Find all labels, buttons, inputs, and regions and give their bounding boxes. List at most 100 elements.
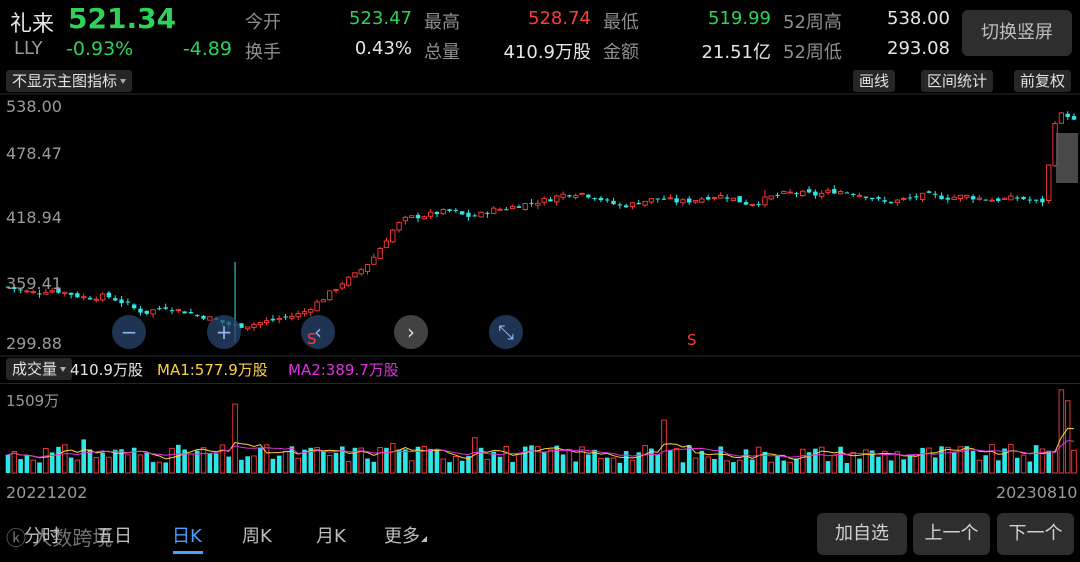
volume-bar	[617, 462, 623, 473]
candle-body	[87, 297, 93, 300]
candle-body	[737, 196, 742, 203]
candle-body	[333, 289, 339, 292]
volume-bar	[188, 453, 194, 474]
volume-bar	[421, 446, 428, 474]
stat-value: 0.43%	[354, 38, 412, 59]
candle-body	[295, 313, 301, 318]
volume-bar	[466, 455, 471, 473]
candle-body	[592, 198, 597, 200]
volume-bar	[119, 449, 124, 473]
candle-body	[560, 193, 566, 198]
candle-body	[472, 215, 477, 217]
volume-indicator-selector[interactable]: 成交量	[6, 358, 73, 380]
volume-bar	[239, 459, 244, 473]
volume-bar	[68, 457, 74, 473]
range-stats-button[interactable]: 区间统计	[921, 70, 994, 92]
volume-bar	[743, 449, 749, 473]
candle-body	[371, 256, 377, 265]
candle-body	[548, 199, 553, 202]
volume-bar	[920, 447, 925, 473]
scroll-left-icon[interactable]: ‹	[301, 315, 335, 349]
candle-body	[106, 292, 112, 298]
candle-body	[289, 315, 295, 319]
candlestick-chart[interactable]	[0, 92, 1080, 358]
volume-bar	[447, 462, 452, 473]
candle-body	[945, 197, 951, 200]
fit-icon[interactable]: ⤡	[489, 315, 523, 349]
zoom-out-icon[interactable]: −	[112, 315, 146, 349]
main-indicator-selector[interactable]: 不显示主图指标	[6, 70, 133, 92]
volume-bar	[100, 452, 105, 473]
tab-monthly-k[interactable]: 月K	[316, 522, 346, 548]
volume-bar	[1008, 444, 1014, 474]
candle-body	[427, 211, 434, 217]
volume-bar	[516, 453, 522, 474]
price-tick-label: 299.88	[6, 334, 62, 353]
previous-stock-button[interactable]: 上一个	[913, 513, 990, 555]
tab-intraday[interactable]: 分时	[24, 522, 60, 548]
volume-bar	[573, 461, 578, 473]
volume-bar	[724, 460, 730, 474]
candle-body	[245, 326, 251, 330]
candle-body	[964, 194, 970, 198]
tab-weekly-k[interactable]: 周K	[242, 522, 272, 548]
volume-ma2-line	[7, 440, 1075, 458]
tab-five-day[interactable]: 五日	[96, 522, 132, 548]
volume-bar	[705, 456, 711, 474]
draw-line-button[interactable]: 画线	[853, 70, 896, 92]
scroll-right-icon[interactable]: ›	[394, 315, 428, 349]
candle-body	[762, 196, 768, 206]
volume-bar	[806, 452, 812, 473]
volume-chart[interactable]	[0, 383, 1080, 475]
volume-bar	[156, 461, 163, 474]
candle-body	[1008, 195, 1014, 201]
candle-body	[49, 290, 55, 293]
stat-value: 523.47	[349, 8, 412, 29]
candle-body	[806, 189, 812, 193]
candle-body	[869, 197, 875, 200]
volume-bar	[377, 447, 383, 474]
candle-body	[68, 292, 74, 295]
volume-bar	[352, 447, 358, 473]
candle-body	[1058, 112, 1065, 124]
candle-body	[1046, 164, 1052, 202]
candle-body	[377, 248, 383, 259]
candle-body	[579, 192, 585, 195]
watermark: ⓚ 人数跨境	[6, 522, 112, 551]
add-watchlist-button[interactable]: 加自选	[817, 513, 907, 555]
tab-daily-k[interactable]: 日K	[172, 522, 202, 548]
candle-body	[1040, 198, 1045, 203]
switch-portrait-button[interactable]: 切换竖屏	[962, 10, 1072, 56]
chevron-down-icon	[120, 79, 127, 84]
candle-body	[485, 212, 490, 214]
candle-body	[573, 195, 579, 198]
start-date: 20221202	[6, 483, 88, 502]
volume-bar	[541, 451, 547, 473]
volume-bar	[321, 450, 326, 473]
candle-body	[699, 198, 705, 203]
candle-body	[125, 301, 131, 303]
next-stock-button[interactable]: 下一个	[997, 513, 1074, 555]
candle-body	[749, 203, 755, 206]
volume-bar	[775, 455, 780, 473]
price-adjust-button[interactable]: 前复权	[1014, 70, 1072, 92]
volume-bar	[403, 449, 408, 473]
candle-body	[188, 312, 194, 314]
volume-bar	[566, 448, 573, 474]
volume-bar	[1033, 445, 1039, 473]
tab-more[interactable]: 更多	[384, 522, 427, 548]
candle-body	[529, 202, 534, 204]
chart-scroll-thumb[interactable]	[1056, 133, 1078, 183]
candle-body	[30, 291, 36, 294]
candle-body	[144, 310, 149, 314]
candle-body	[951, 196, 957, 200]
zoom-in-icon[interactable]: +	[207, 315, 241, 349]
volume-bar	[37, 462, 42, 473]
volume-bar	[263, 444, 270, 474]
volume-bar	[1071, 449, 1077, 474]
volume-bar	[768, 461, 774, 474]
volume-bar	[176, 444, 181, 473]
candle-body	[598, 197, 604, 201]
volume-bar	[169, 447, 175, 474]
volume-bar	[491, 451, 496, 473]
